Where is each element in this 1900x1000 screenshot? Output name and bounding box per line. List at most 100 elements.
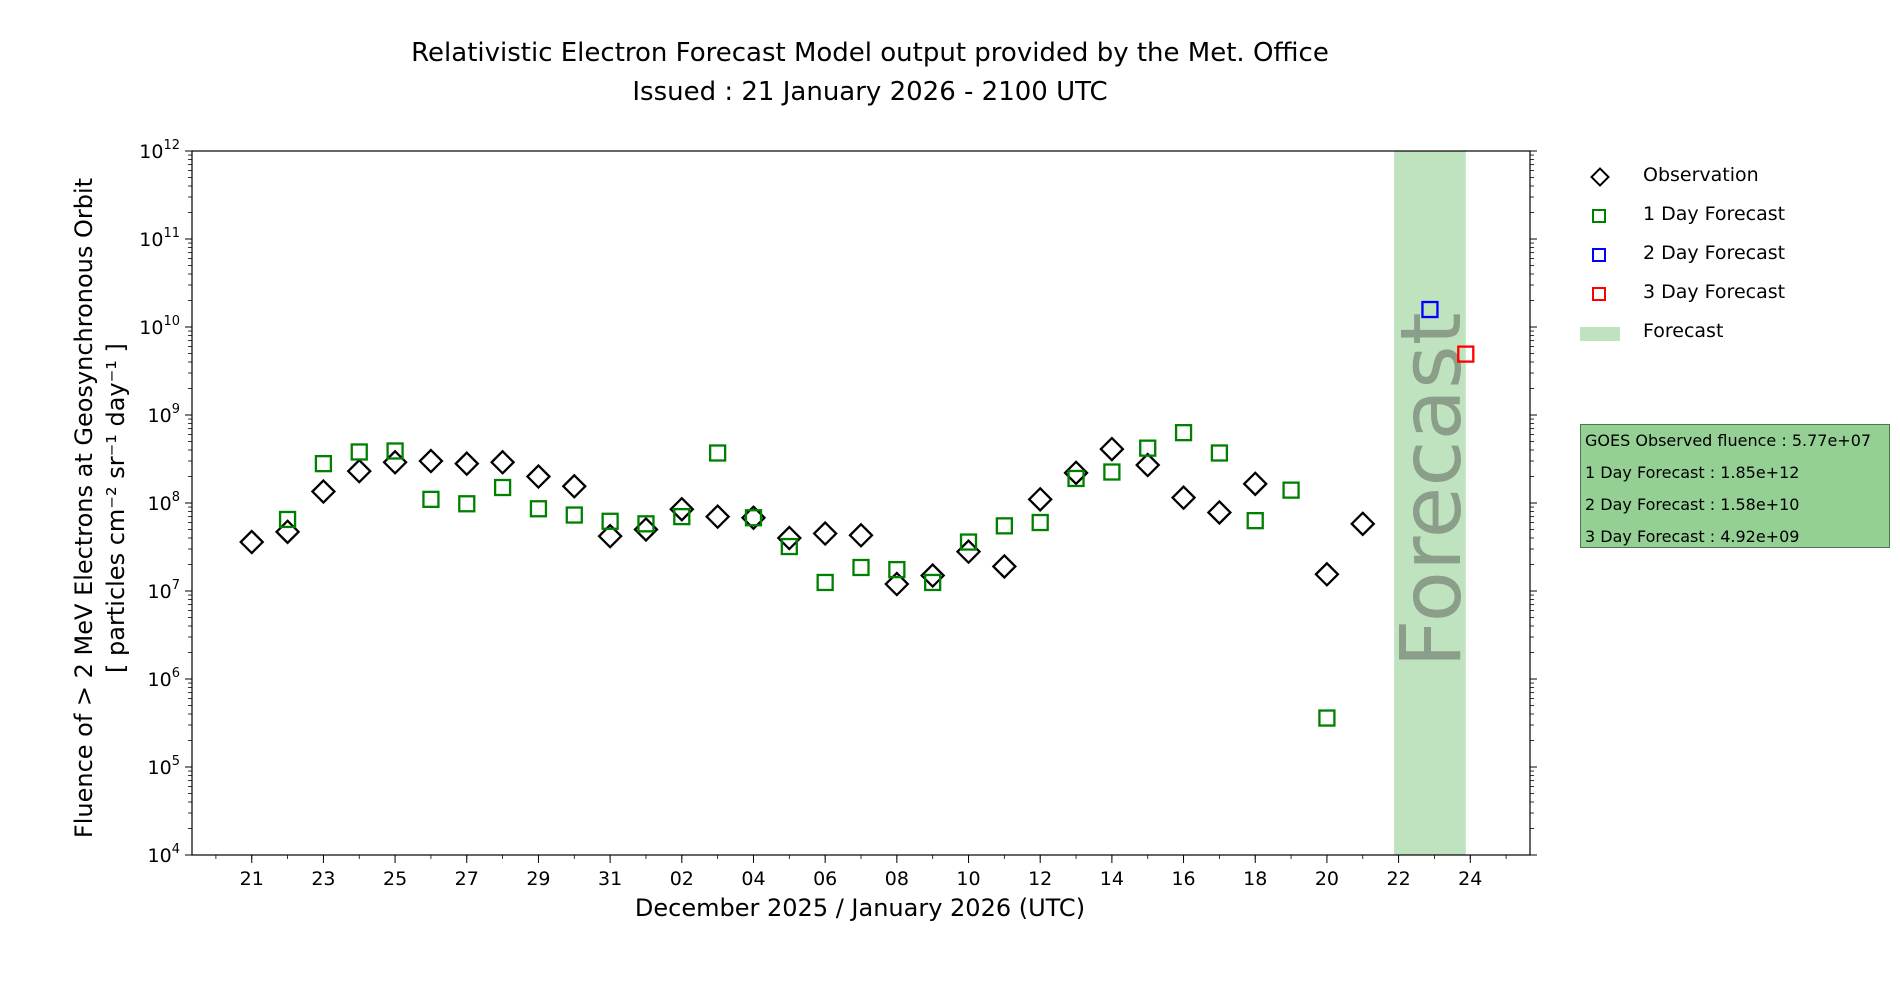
y-tick-label: 108 <box>148 490 180 515</box>
forecast-marker <box>529 500 548 518</box>
x-tick-label: 12 <box>1028 868 1052 890</box>
x-tick-label: 25 <box>383 868 407 890</box>
observation-marker <box>848 522 874 548</box>
legend-label: Observation <box>1643 164 1759 186</box>
forecast-marker <box>565 506 583 524</box>
x-tick-label: 08 <box>885 868 909 890</box>
legend-item-3-day-forecast: 3 Day Forecast <box>1580 279 1840 309</box>
legend-label: 2 Day Forecast <box>1643 242 1786 264</box>
chart-subtitle: Issued : 21 January 2026 - 2100 UTC <box>632 77 1108 107</box>
observation-marker <box>1135 452 1161 478</box>
forecast-marker <box>959 533 978 551</box>
observation-marker <box>1242 471 1268 497</box>
forecast-marker <box>278 510 297 529</box>
y-tick-label: 106 <box>148 666 180 691</box>
forecast-marker <box>888 560 906 579</box>
forecast-marker <box>708 444 727 462</box>
x-tick-label: 21 <box>240 868 264 890</box>
info-goes-observed: GOES Observed fluence : 5.77e+07 <box>1585 431 1872 450</box>
y-axis-label-line-1: Fluence of > 2 MeV Electrons at Geosynch… <box>70 177 98 839</box>
y-tick-label: 1011 <box>139 226 180 251</box>
forecast-marker <box>493 478 512 497</box>
forecast-marker <box>314 455 333 473</box>
info-1-day-forecast: 1 Day Forecast : 1.85e+12 <box>1585 463 1800 482</box>
observation-marker <box>274 519 301 545</box>
legend-label: 3 Day Forecast <box>1643 281 1786 303</box>
forecast-marker <box>1174 424 1193 442</box>
x-tick-label: 24 <box>1458 868 1482 890</box>
forecast-marker <box>780 537 798 556</box>
forecast-marker <box>744 509 763 527</box>
forecast-marker <box>673 507 691 526</box>
y-tick-label: 107 <box>148 578 180 603</box>
forecast-band <box>1394 151 1466 855</box>
square-marker-icon <box>1592 287 1606 301</box>
forecast-patch-icon <box>1580 327 1620 341</box>
x-tick-label: 22 <box>1386 868 1410 890</box>
legend-item-2-day-forecast: 2 Day Forecast <box>1580 240 1840 270</box>
legend-item-forecast: Forecast <box>1580 318 1840 348</box>
y-tick-label: 109 <box>148 402 180 427</box>
forecast-marker <box>1421 300 1439 319</box>
legend-label: 1 Day Forecast <box>1643 203 1786 225</box>
y-tick-label: 1012 <box>139 138 180 163</box>
forecast-marker <box>995 517 1014 535</box>
observation-marker <box>1170 485 1197 511</box>
observation-marker <box>1350 511 1376 537</box>
forecast-marker <box>1210 444 1229 462</box>
forecast-marker <box>601 512 619 530</box>
forecast-marker <box>1139 439 1157 457</box>
observation-marker <box>525 463 552 490</box>
observation-marker <box>561 473 587 499</box>
info-2-day-forecast: 2 Day Forecast : 1.58e+10 <box>1585 495 1800 514</box>
x-tick-label: 23 <box>311 868 335 890</box>
observation-marker <box>489 449 516 475</box>
info-3-day-forecast: 3 Day Forecast : 4.92e+09 <box>1585 527 1800 546</box>
square-marker-icon <box>1592 209 1606 223</box>
forecast-marker <box>1282 481 1300 499</box>
observation-marker <box>597 523 623 549</box>
observation-marker <box>1314 561 1340 587</box>
forecast-marker <box>852 558 870 577</box>
chart-title: Relativistic Electron Forecast Model out… <box>411 38 1329 68</box>
forecast-marker <box>1031 513 1049 532</box>
observation-marker <box>1063 460 1089 486</box>
forecast-marker <box>924 573 942 592</box>
x-tick-label: 20 <box>1315 868 1339 890</box>
x-tick-label: 31 <box>598 868 622 890</box>
x-axis-label: December 2025 / January 2026 (UTC) <box>634 894 1086 922</box>
y-tick-label: 1010 <box>139 314 180 339</box>
observation-marker <box>812 520 838 547</box>
x-tick-label: 10 <box>956 868 980 890</box>
observation-marker <box>310 478 337 505</box>
legend-item-1-day-forecast: 1 Day Forecast <box>1580 201 1840 231</box>
forecast-marker <box>1067 469 1085 488</box>
forecast-marker <box>386 442 404 460</box>
forecast-marker <box>422 490 440 509</box>
x-tick-label: 14 <box>1100 868 1124 890</box>
forecast-marker <box>637 515 655 533</box>
observation-marker <box>346 458 372 484</box>
y-tick-label: 105 <box>148 754 180 779</box>
legend-item-observation: Observation <box>1580 162 1840 192</box>
x-tick-label: 18 <box>1243 868 1267 890</box>
plot-frame <box>191 150 1531 856</box>
x-tick-label: 04 <box>741 868 765 890</box>
observation-marker <box>669 496 695 522</box>
forecast-marker <box>816 573 834 592</box>
observation-marker <box>920 562 946 589</box>
observation-marker <box>1206 499 1233 526</box>
forecast-marker <box>458 495 476 513</box>
x-tick-label: 16 <box>1171 868 1195 890</box>
x-tick-label: 27 <box>455 868 479 890</box>
fluence-info-box: GOES Observed fluence : 5.77e+07 1 Day F… <box>1580 424 1890 548</box>
diamond-marker-icon <box>1590 167 1610 187</box>
observation-marker <box>1099 436 1125 462</box>
square-marker-icon <box>1592 248 1606 262</box>
forecast-marker <box>1457 345 1475 363</box>
observation-marker <box>991 553 1017 580</box>
forecast-marker <box>1318 709 1336 727</box>
observation-marker <box>1027 486 1053 512</box>
forecast-band-label: Forecast <box>1382 312 1480 667</box>
